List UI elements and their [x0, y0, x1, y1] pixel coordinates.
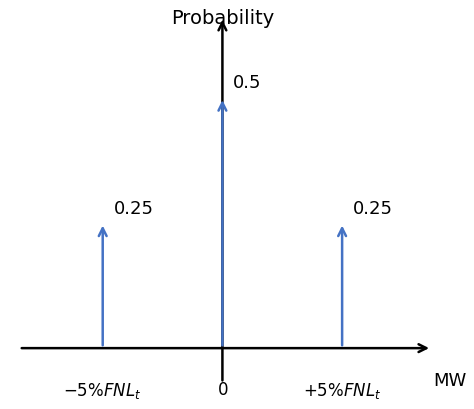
- Text: $+5\%FNL_t$: $+5\%FNL_t$: [303, 381, 382, 401]
- Text: $0$: $0$: [217, 381, 228, 399]
- Text: 0.25: 0.25: [113, 200, 154, 218]
- Text: $-5\%FNL_t$: $-5\%FNL_t$: [64, 381, 142, 401]
- Text: Probability: Probability: [171, 9, 274, 29]
- Text: 0.5: 0.5: [233, 74, 262, 92]
- Text: 0.25: 0.25: [353, 200, 393, 218]
- Text: MW: MW: [433, 372, 466, 390]
